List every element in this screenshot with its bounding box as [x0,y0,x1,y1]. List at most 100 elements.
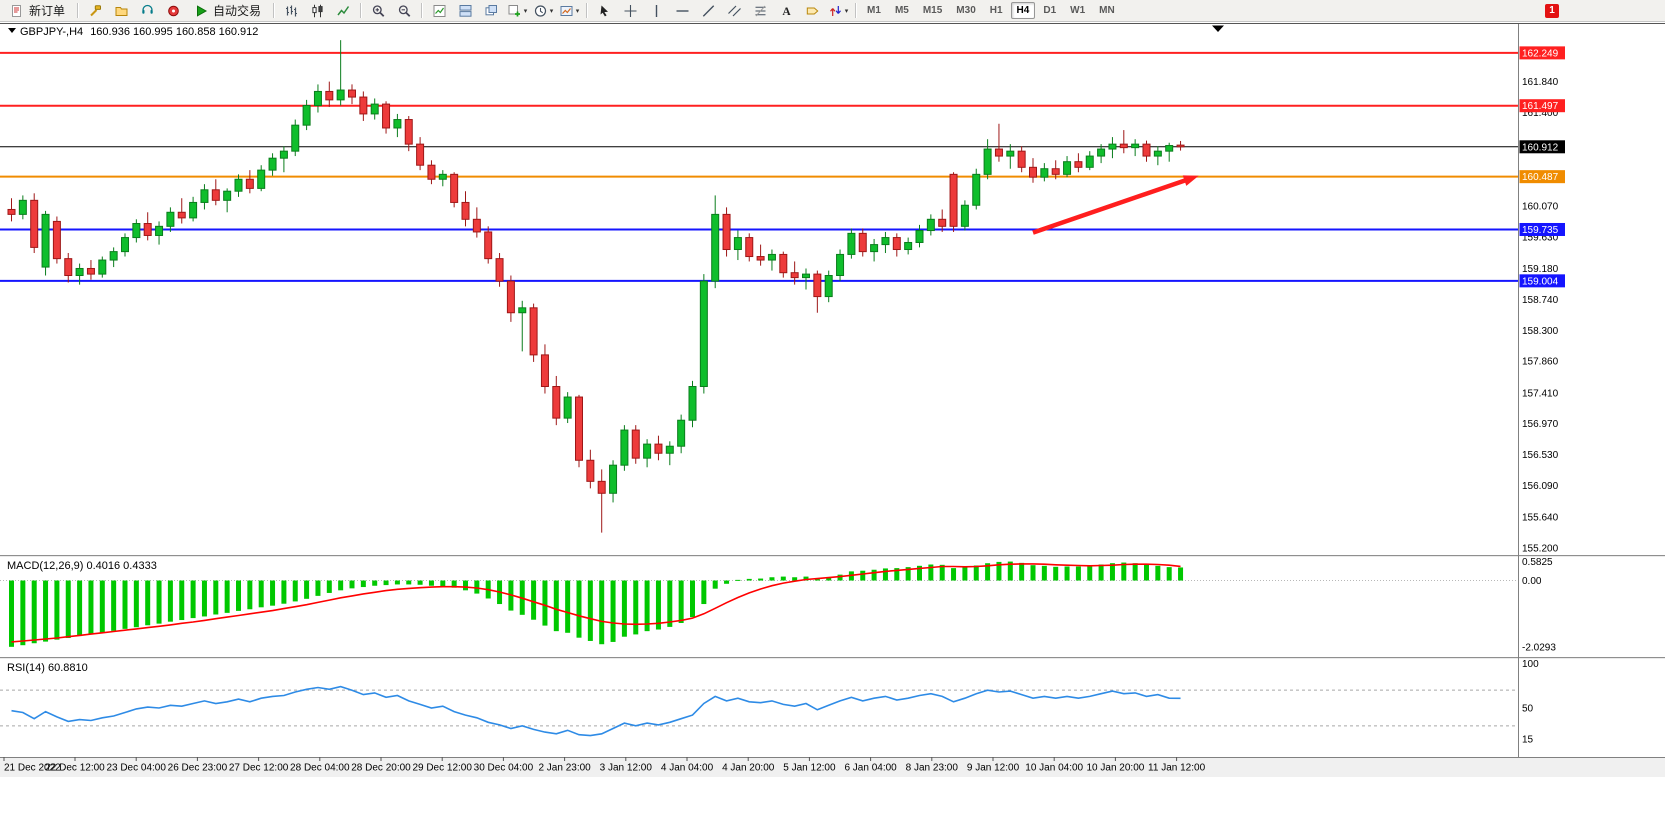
chart-window[interactable]: 161.840 161.400 160.070 159.630 159.180 158.7… [0,22,1665,828]
svg-text:159.735: 159.735 [1522,225,1559,236]
price-chart[interactable]: 161.840 161.400 160.070 159.630 159.180 158.7… [0,22,1665,828]
vertical-line-icon[interactable] [644,0,668,21]
text-icon[interactable]: A [774,0,798,21]
svg-text:159.180: 159.180 [1522,264,1559,275]
data-window-icon[interactable] [161,0,185,21]
timeframe-h4[interactable]: H4 [1010,2,1036,19]
svg-text:160.912: 160.912 [1522,142,1559,153]
svg-text:162.249: 162.249 [1522,48,1559,59]
toolbar-separator [855,3,857,18]
svg-text:22 Dec 12:00: 22 Dec 12:00 [45,763,105,774]
toolbar: 新订单 自动交易 ▾ ▾ ▾ A ▾ M1 M5 M15 M30 H1 H4 D1 W1 MN 1 [0,0,1665,22]
svg-text:15: 15 [1522,735,1534,746]
candlestick-icon[interactable] [305,0,329,21]
line-chart-icon[interactable] [331,0,355,21]
fibonacci-icon[interactable] [748,0,772,21]
timeframe-mn[interactable]: MN [1099,5,1115,16]
cursor-icon[interactable] [592,0,616,21]
timeframe-m5[interactable]: M5 [894,5,909,16]
svg-text:-2.0293: -2.0293 [1522,642,1556,653]
svg-text:29 Dec 12:00: 29 Dec 12:00 [412,763,472,774]
toolbar-separator [273,3,275,18]
svg-text:157.860: 157.860 [1522,357,1559,368]
market-watch-icon[interactable] [135,0,159,21]
svg-text:161.400: 161.400 [1522,108,1559,119]
new-order-button[interactable]: 新订单 [3,0,72,21]
new-chart-icon[interactable] [83,0,107,21]
timeframe-m15[interactable]: M15 [922,5,943,16]
trendline-icon[interactable] [696,0,720,21]
toolbar-separator [421,3,423,18]
bar-chart-icon[interactable] [279,0,303,21]
svg-text:4 Jan 04:00: 4 Jan 04:00 [661,763,714,774]
svg-text:21 Dec 2022: 21 Dec 2022 [4,763,61,774]
svg-text:27 Dec 12:00: 27 Dec 12:00 [229,763,289,774]
timeframe-h1[interactable]: H1 [989,5,1003,16]
svg-text:0.5825: 0.5825 [1522,557,1553,568]
timeframe-w1[interactable]: W1 [1070,5,1086,16]
svg-text:28 Dec 20:00: 28 Dec 20:00 [351,763,411,774]
chevron-down-icon: ▾ [549,7,554,15]
svg-text:159.004: 159.004 [1522,276,1559,287]
svg-text:30 Dec 04:00: 30 Dec 04:00 [474,763,534,774]
svg-text:5 Jan 12:00: 5 Jan 12:00 [783,763,836,774]
cascade-windows-icon[interactable] [479,0,503,21]
svg-text:100: 100 [1522,659,1539,670]
indicators-icon[interactable] [427,0,451,21]
crosshair-icon[interactable] [618,0,642,21]
toolbar-separator [586,3,588,18]
play-icon [194,4,209,18]
timeframe-d1[interactable]: D1 [1043,5,1057,16]
svg-text:156.970: 156.970 [1522,419,1559,430]
template-icon[interactable]: ▾ [557,0,581,21]
svg-text:156.530: 156.530 [1522,450,1559,461]
timeframe-m30[interactable]: M30 [956,5,976,16]
svg-text:3 Jan 12:00: 3 Jan 12:00 [600,763,653,774]
svg-text:161.840: 161.840 [1522,77,1559,88]
toolbar-separator [360,3,362,18]
svg-text:28 Dec 04:00: 28 Dec 04:00 [290,763,350,774]
chevron-down-icon: ▾ [575,7,580,15]
zoom-in-icon[interactable] [366,0,390,21]
svg-text:23 Dec 04:00: 23 Dec 04:00 [106,763,166,774]
svg-text:A: A [782,6,791,18]
notification-badge[interactable]: 1 [1545,4,1559,18]
svg-text:50: 50 [1522,704,1534,715]
tile-windows-icon[interactable] [453,0,477,21]
svg-text:2 Jan 23:00: 2 Jan 23:00 [538,763,591,774]
svg-text:158.740: 158.740 [1522,295,1559,306]
svg-text:10 Jan 20:00: 10 Jan 20:00 [1086,763,1144,774]
svg-text:160.487: 160.487 [1522,172,1559,183]
svg-text:0.00: 0.00 [1522,576,1542,587]
period-icon[interactable]: ▾ [531,0,555,21]
new-order-icon [10,4,25,18]
zoom-out-icon[interactable] [392,0,416,21]
svg-text:6 Jan 04:00: 6 Jan 04:00 [844,763,897,774]
svg-text:4 Jan 20:00: 4 Jan 20:00 [722,763,775,774]
autotrading-button-label: 自动交易 [213,4,262,18]
svg-text:11 Jan 12:00: 11 Jan 12:00 [1148,763,1206,774]
svg-text:161.497: 161.497 [1522,101,1559,112]
svg-text:155.200: 155.200 [1522,544,1559,555]
svg-text:10 Jan 04:00: 10 Jan 04:00 [1025,763,1083,774]
svg-text:156.090: 156.090 [1522,481,1559,492]
svg-text:157.410: 157.410 [1522,388,1559,399]
autotrading-button[interactable]: 自动交易 [187,0,268,21]
svg-text:160.070: 160.070 [1522,201,1559,212]
label-icon[interactable] [800,0,824,21]
svg-text:9 Jan 12:00: 9 Jan 12:00 [967,763,1020,774]
equidistant-channel-icon[interactable] [722,0,746,21]
horizontal-line-icon[interactable] [670,0,694,21]
toolbar-separator [77,3,79,18]
svg-text:159.630: 159.630 [1522,232,1559,243]
svg-text:8 Jan 23:00: 8 Jan 23:00 [906,763,959,774]
chevron-down-icon: ▾ [523,7,528,15]
arrows-icon[interactable]: ▾ [826,0,850,21]
profiles-icon[interactable] [109,0,133,21]
timeframe-m1[interactable]: M1 [867,5,881,16]
svg-text:26 Dec 23:00: 26 Dec 23:00 [168,763,228,774]
chevron-down-icon: ▾ [844,7,849,15]
svg-text:158.300: 158.300 [1522,326,1559,337]
add-indicator-icon[interactable]: ▾ [505,0,529,21]
